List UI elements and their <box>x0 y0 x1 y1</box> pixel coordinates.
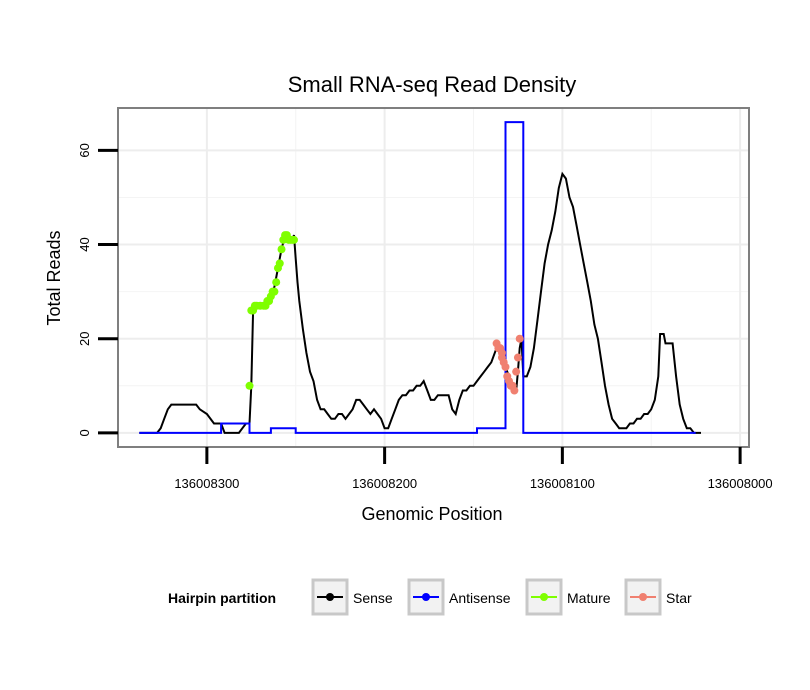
star-point <box>501 362 510 371</box>
sense-line <box>139 171 701 434</box>
antisense-line <box>139 121 696 434</box>
x-tick-label: 136008000 <box>708 476 773 491</box>
chart-title: Small RNA-seq Read Density <box>288 72 577 97</box>
legend-title: Hairpin partition <box>168 590 276 606</box>
legend-label-sense: Sense <box>353 590 393 606</box>
mature-point <box>270 287 279 296</box>
plot-panel <box>117 107 750 448</box>
x-tick-label: 136008200 <box>352 476 417 491</box>
legend-key-point <box>326 593 334 601</box>
x-tick-label: 136008100 <box>530 476 595 491</box>
x-axis-title: Genomic Position <box>361 504 502 524</box>
panel-border <box>117 107 750 448</box>
legend-label-mature: Mature <box>567 590 611 606</box>
mature-point <box>272 278 281 287</box>
mature-point <box>275 259 284 268</box>
mature-point <box>245 381 254 390</box>
y-axis-title: Total Reads <box>44 230 64 325</box>
legend: Hairpin partition Sense Antisense Mature St… <box>168 578 692 616</box>
star-point <box>515 334 524 343</box>
legend-label-star: Star <box>666 590 692 606</box>
mature-point <box>277 245 286 254</box>
star-point <box>512 367 521 376</box>
legend-key-point <box>422 593 430 601</box>
x-tick-label: 136008300 <box>174 476 239 491</box>
mature-point <box>289 235 298 244</box>
legend-key-point <box>639 593 647 601</box>
star-point <box>513 353 522 362</box>
y-tick-label: 40 <box>77 237 92 251</box>
legend-label-antisense: Antisense <box>449 590 511 606</box>
y-tick-label: 60 <box>77 143 92 157</box>
y-tick-label: 0 <box>77 429 92 436</box>
star-point <box>510 386 519 395</box>
y-tick-label: 20 <box>77 331 92 345</box>
axes: 136008300 136008200 136008100 136008000 0 20 4… <box>77 143 773 491</box>
legend-key-point <box>540 593 548 601</box>
